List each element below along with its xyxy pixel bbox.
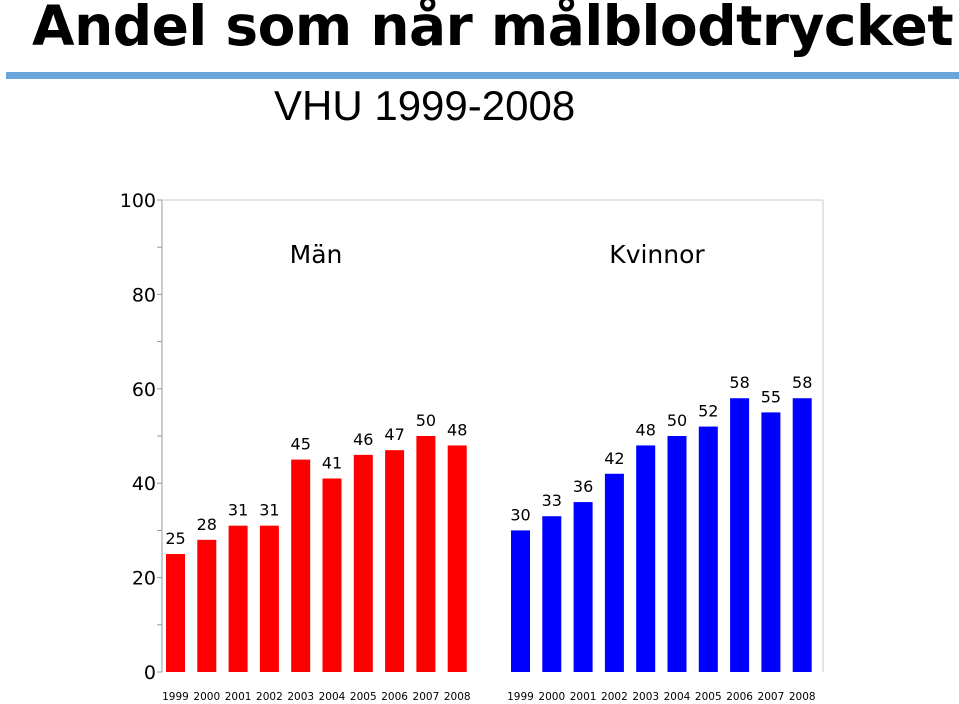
y-tick-label: 40 (132, 473, 156, 495)
data-label-women: 50 (667, 411, 687, 430)
x-tick-label: 2001 (225, 691, 252, 703)
y-tick-label: 60 (132, 379, 156, 401)
x-tick-label: 2003 (632, 691, 659, 703)
bar-women (761, 412, 781, 672)
data-label-women: 52 (698, 402, 718, 421)
y-tick-label: 20 (132, 568, 156, 590)
data-label-men: 47 (384, 425, 404, 444)
x-tick-label: 2005 (695, 691, 722, 703)
bar-women (698, 426, 718, 672)
x-tick-label: 2004 (319, 691, 346, 703)
x-tick-label: 2002 (601, 691, 628, 703)
title-divider (6, 72, 959, 79)
page-title: Andel som når målblodtrycket (32, 0, 954, 58)
x-tick-label: 2006 (381, 691, 408, 703)
bar-women (511, 530, 530, 672)
data-label-women: 42 (604, 449, 624, 468)
bar-men (322, 478, 342, 672)
bar-men (166, 554, 185, 672)
y-tick-label: 80 (132, 284, 156, 306)
data-label-women: 58 (729, 373, 749, 392)
bar-men (385, 450, 405, 672)
bar-women (542, 516, 562, 672)
data-label-men: 45 (291, 435, 311, 454)
bar-men (447, 445, 467, 672)
bar-women (792, 398, 812, 672)
legend-women: Kvinnor (609, 240, 705, 269)
x-tick-label: 2000 (193, 691, 220, 703)
data-label-men: 31 (259, 501, 279, 520)
x-tick-label: 2007 (758, 691, 785, 703)
x-tick-label: 2007 (413, 691, 440, 703)
x-tick-label: 2005 (350, 691, 377, 703)
x-tick-label: 2006 (726, 691, 753, 703)
bar-men (416, 436, 436, 672)
data-label-women: 30 (510, 505, 530, 524)
bar-men (228, 525, 248, 672)
x-tick-label: 2008 (789, 691, 816, 703)
x-tick-label: 1999 (162, 691, 189, 703)
bar-women (636, 445, 656, 672)
data-label-men: 48 (447, 420, 467, 439)
bar-men (291, 459, 311, 672)
bar-women (667, 436, 687, 672)
bar-women (604, 473, 624, 672)
y-tick-label: 100 (120, 190, 156, 212)
data-label-women: 58 (792, 373, 812, 392)
bar-men (353, 454, 373, 672)
x-tick-label: 2001 (570, 691, 597, 703)
data-label-men: 31 (228, 501, 248, 520)
data-label-men: 46 (353, 430, 373, 449)
y-tick-label: 0 (144, 662, 156, 684)
data-label-women: 55 (761, 387, 781, 406)
data-label-women: 33 (542, 491, 562, 510)
bar-men (197, 539, 217, 672)
data-label-women: 36 (573, 477, 593, 496)
data-label-women: 48 (636, 420, 656, 439)
x-tick-label: 2003 (287, 691, 314, 703)
x-tick-label: 1999 (507, 691, 534, 703)
legend-men: Män (290, 240, 343, 269)
bar-women (573, 502, 593, 672)
data-label-men: 41 (322, 453, 342, 472)
chart-subtitle: VHU 1999-2008 (274, 82, 576, 129)
data-label-men: 25 (165, 529, 185, 548)
x-tick-label: 2002 (256, 691, 283, 703)
bar-men (259, 525, 279, 672)
bar-women (730, 398, 750, 672)
x-tick-label: 2000 (538, 691, 565, 703)
data-label-men: 50 (416, 411, 436, 430)
data-label-men: 28 (197, 515, 217, 534)
x-tick-label: 2008 (444, 691, 471, 703)
x-tick-label: 2004 (664, 691, 691, 703)
